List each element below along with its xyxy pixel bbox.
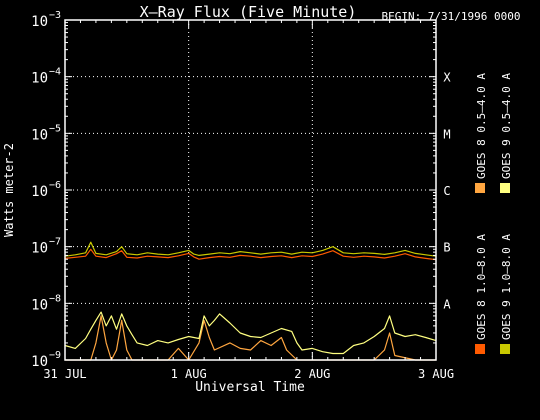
y-tick-label: 10 <box>31 241 48 257</box>
legend-label-1: GOES 8 1.0–8.0 A <box>475 234 488 340</box>
y-tick-label: 10 <box>31 14 48 30</box>
flare-class-labels: X M C B A <box>443 71 451 312</box>
flare-class-label: B <box>443 241 450 255</box>
x-tick-label: 2 AUG <box>294 367 330 381</box>
legend-label-4: GOES 9 0.5–4.0 A <box>500 73 513 179</box>
y-tick-exponent: −3 <box>49 10 61 21</box>
legend-label-3: GOES 9 1.0–8.0 A <box>500 234 513 340</box>
legend: GOES 8 1.0–8.0 A GOES 8 0.5–4.0 A GOES 9 0… <box>475 73 513 354</box>
begin-date-label: BEGIN: 7/31/1996 0000 <box>381 10 520 23</box>
y-tick-label: 10 <box>31 71 48 87</box>
x-axis: 31 JUL 1 AUG 2 AUG 3 AUG <box>43 20 454 381</box>
x-axis-label: Universal Time <box>195 380 305 395</box>
y-tick-exponent: −6 <box>49 180 61 191</box>
x-tick-label: 3 AUG <box>418 367 454 381</box>
y-tick-label: 10 <box>31 184 48 200</box>
y-tick-exponent: −7 <box>49 237 61 248</box>
y-axis: 10−310−410−510−610−710−810−9 <box>31 10 436 370</box>
y-tick-exponent: −8 <box>49 293 61 304</box>
y-tick-label: 10 <box>31 297 48 313</box>
y-tick-exponent: −5 <box>49 123 61 134</box>
series-line-3 <box>64 241 437 257</box>
chart-title: X–Ray Flux (Five Minute) <box>140 3 357 21</box>
legend-swatch-2 <box>475 183 485 193</box>
series-line-4 <box>64 311 437 355</box>
x-tick-label: 1 AUG <box>171 367 207 381</box>
y-tick-exponent: −4 <box>49 67 61 78</box>
legend-swatch-4 <box>500 183 510 193</box>
y-tick-exponent: −9 <box>49 350 61 361</box>
legend-swatch-1 <box>475 344 485 354</box>
flare-class-label: M <box>443 127 450 141</box>
legend-swatch-3 <box>500 344 510 354</box>
grid-lines <box>65 20 436 360</box>
series-line-1 <box>64 248 437 261</box>
x-tick-label: 31 JUL <box>43 367 86 381</box>
flare-class-label: A <box>443 297 451 311</box>
flare-class-label: C <box>443 184 450 198</box>
y-tick-label: 10 <box>31 354 48 370</box>
flare-class-label: X <box>443 71 451 85</box>
y-tick-label: 10 <box>31 127 48 143</box>
legend-label-2: GOES 8 0.5–4.0 A <box>475 73 488 179</box>
y-axis-label: Watts meter-2 <box>2 143 16 237</box>
